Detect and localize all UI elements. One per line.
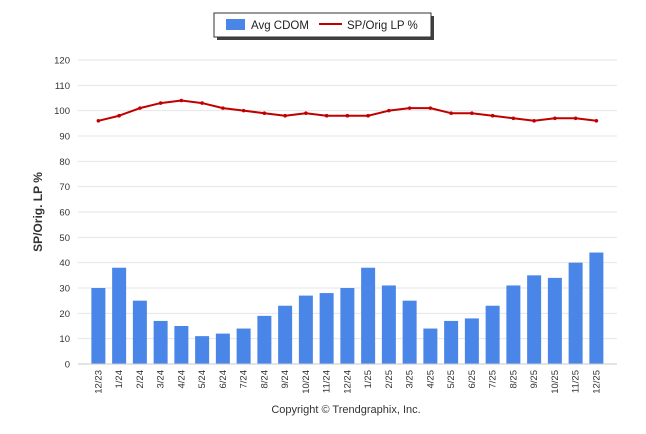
line-point [511, 116, 516, 121]
y-tick-label: 30 [59, 284, 70, 295]
line-point [366, 113, 370, 118]
bar [444, 320, 459, 364]
y-tick-label: 0 [65, 360, 70, 371]
y-tick-label: 20 [59, 309, 70, 320]
x-tick-label: 8/25 [508, 370, 519, 389]
bar [319, 293, 334, 364]
line-point [158, 101, 163, 105]
legend-label-bar: Avg CDOM [251, 20, 309, 32]
bar [381, 285, 396, 364]
line-point [428, 106, 433, 110]
x-tick-label: 7/25 [488, 370, 499, 389]
bar [153, 320, 168, 364]
line-point [407, 106, 412, 110]
x-tick-label: 4/24 [176, 370, 187, 389]
line-point [490, 113, 495, 118]
x-tick-label: 12/24 [342, 370, 353, 394]
bar [257, 315, 272, 364]
y-tick-label: 10 [59, 334, 70, 345]
bar [215, 333, 230, 364]
bar [464, 318, 479, 364]
bar [132, 300, 147, 364]
line-point [179, 98, 184, 103]
line-point [594, 119, 599, 123]
bar [547, 277, 562, 364]
x-axis-ticks: 12/23 1/24 2/24 3/24 4/24 5/24 6/24 7/24 8/24 9/2… [93, 370, 602, 394]
x-tick-label: 2/24 [135, 370, 146, 389]
line-point [449, 111, 453, 115]
line-point [200, 101, 204, 105]
bar [527, 275, 542, 364]
x-tick-label: 1/25 [363, 370, 374, 389]
y-axis-ticks: 0 10 20 30 40 50 60 70 80 90 100 110 120 [54, 56, 70, 371]
x-tick-label: 5/24 [197, 370, 208, 389]
bar [236, 328, 251, 364]
line-point [573, 116, 578, 121]
bar [195, 336, 210, 364]
x-tick-label: 7/24 [239, 370, 250, 389]
line-point [283, 113, 287, 118]
y-tick-label: 90 [59, 132, 70, 143]
x-tick-label: 4/25 [425, 370, 436, 389]
x-tick-label: 10/24 [301, 370, 312, 394]
x-tick-label: 9/25 [529, 370, 540, 389]
x-tick-label: 11/24 [322, 370, 333, 393]
legend: Avg CDOM SP/Orig LP % [213, 12, 434, 40]
x-tick-label: 9/24 [280, 370, 291, 389]
legend-bar-swatch [226, 19, 245, 30]
bar [174, 326, 189, 364]
y-tick-label: 60 [59, 208, 70, 219]
line-point [241, 108, 246, 113]
y-tick-label: 110 [55, 81, 70, 92]
x-tick-label: 6/24 [218, 370, 229, 389]
bar-series [91, 252, 604, 364]
line-point [553, 116, 557, 121]
line-point [304, 111, 308, 115]
line-point [262, 111, 267, 115]
bar [340, 288, 355, 364]
x-tick-label: 12/23 [93, 370, 104, 394]
bar [361, 267, 376, 364]
bar [589, 252, 604, 364]
x-tick-label: 3/25 [405, 370, 416, 389]
bar [423, 328, 438, 364]
bar [91, 288, 106, 364]
bar [506, 285, 521, 364]
line-point [117, 113, 121, 118]
x-tick-label: 6/25 [467, 370, 478, 389]
bar [298, 295, 313, 364]
line-point [221, 106, 225, 110]
legend-label-line: SP/Orig LP % [347, 20, 418, 32]
y-axis-title: SP/Orig. LP % [31, 172, 45, 252]
x-tick-label: 10/25 [550, 370, 561, 394]
y-tick-label: 80 [59, 157, 70, 168]
y-tick-label: 100 [54, 106, 70, 117]
line-series [96, 98, 599, 123]
x-tick-label: 11/25 [571, 370, 582, 393]
bar [112, 267, 127, 364]
x-tick-label: 5/25 [446, 370, 457, 389]
x-tick-label: 8/24 [259, 370, 270, 389]
line-point [345, 113, 350, 118]
y-tick-label: 40 [59, 258, 70, 269]
line-point [324, 113, 329, 118]
x-tick-label: 1/24 [114, 370, 125, 389]
x-tick-label: 12/25 [591, 370, 602, 394]
x-tick-label: 3/24 [156, 370, 167, 389]
line-point [470, 111, 474, 115]
line-point [96, 119, 101, 123]
bar [485, 305, 500, 364]
copyright-text: Copyright © Trendgraphix, Inc. [271, 404, 420, 416]
bar [278, 305, 293, 364]
bar [568, 262, 583, 364]
bar [402, 300, 417, 364]
line-point [387, 108, 391, 113]
x-tick-label: 2/25 [384, 370, 395, 389]
y-tick-label: 70 [59, 182, 70, 193]
y-tick-label: 120 [54, 56, 70, 67]
line-point [138, 106, 142, 110]
y-tick-label: 50 [59, 233, 70, 244]
line-point [532, 119, 536, 123]
